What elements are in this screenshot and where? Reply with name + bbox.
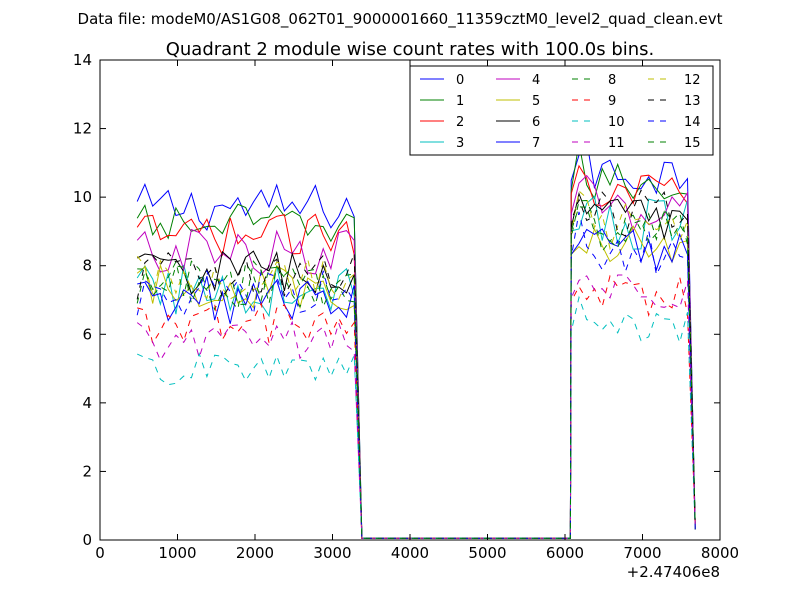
legend-label-9: 9 <box>608 94 616 109</box>
x-tick-label: 5000 <box>468 544 506 562</box>
series-line-4 <box>136 174 696 539</box>
plot-area <box>136 138 696 539</box>
series-line-9 <box>137 274 696 539</box>
x-tick-label: 0 <box>95 544 105 562</box>
series-line-15 <box>136 206 696 539</box>
legend-label-7: 7 <box>532 136 540 151</box>
series-line-14 <box>136 211 696 539</box>
y-tick-label: 0 <box>82 531 92 549</box>
x-tick-label: 7000 <box>623 544 661 562</box>
series-line-3 <box>136 195 696 539</box>
series-line-10 <box>136 295 696 539</box>
legend-label-13: 13 <box>684 94 701 109</box>
legend-label-1: 1 <box>456 94 464 109</box>
legend-label-10: 10 <box>608 115 625 130</box>
legend-label-0: 0 <box>456 73 464 88</box>
legend-label-6: 6 <box>532 115 540 130</box>
series-line-6 <box>136 191 696 539</box>
series-line-13 <box>136 189 696 539</box>
x-tick-label: 1000 <box>158 544 196 562</box>
axes: 0 1000 2000 3000 4000 5000 6000 7000 80000246810… <box>73 51 739 562</box>
series-line-2 <box>136 164 696 539</box>
y-tick-label: 10 <box>73 188 92 206</box>
y-tick-label: 14 <box>73 51 92 69</box>
x-tick-label: 3000 <box>313 544 351 562</box>
data-file-caption: Data file: modeM0/AS1G08_062T01_90000016… <box>78 10 723 29</box>
legend-label-5: 5 <box>532 94 540 109</box>
legend-label-8: 8 <box>608 73 616 88</box>
y-tick-label: 8 <box>82 257 92 275</box>
legend-label-11: 11 <box>608 136 625 151</box>
legend-label-3: 3 <box>456 136 464 151</box>
x-offset-label: +2.47406e8 <box>627 563 720 581</box>
y-tick-label: 6 <box>82 325 92 343</box>
x-tick-label: 8000 <box>701 544 739 562</box>
x-tick-label: 2000 <box>236 544 274 562</box>
series-line-8 <box>137 199 696 539</box>
legend-label-4: 4 <box>532 73 540 88</box>
series-line-5 <box>136 225 696 539</box>
series-line-12 <box>136 190 696 539</box>
series-line-11 <box>136 274 696 539</box>
y-tick-label: 2 <box>82 462 92 480</box>
y-tick-label: 12 <box>73 120 92 138</box>
legend-label-14: 14 <box>684 115 701 130</box>
chart-title: Quadrant 2 module wise count rates with … <box>166 39 655 60</box>
y-tick-label: 4 <box>82 394 92 412</box>
series-line-7 <box>137 228 696 539</box>
legend-box <box>409 65 714 156</box>
series-line-1 <box>136 143 696 539</box>
series-line-0 <box>136 138 696 539</box>
x-tick-label: 4000 <box>391 544 429 562</box>
legend-label-15: 15 <box>684 136 701 151</box>
x-tick-label: 6000 <box>546 544 584 562</box>
legend-label-2: 2 <box>456 115 464 130</box>
legend-label-12: 12 <box>684 73 701 88</box>
